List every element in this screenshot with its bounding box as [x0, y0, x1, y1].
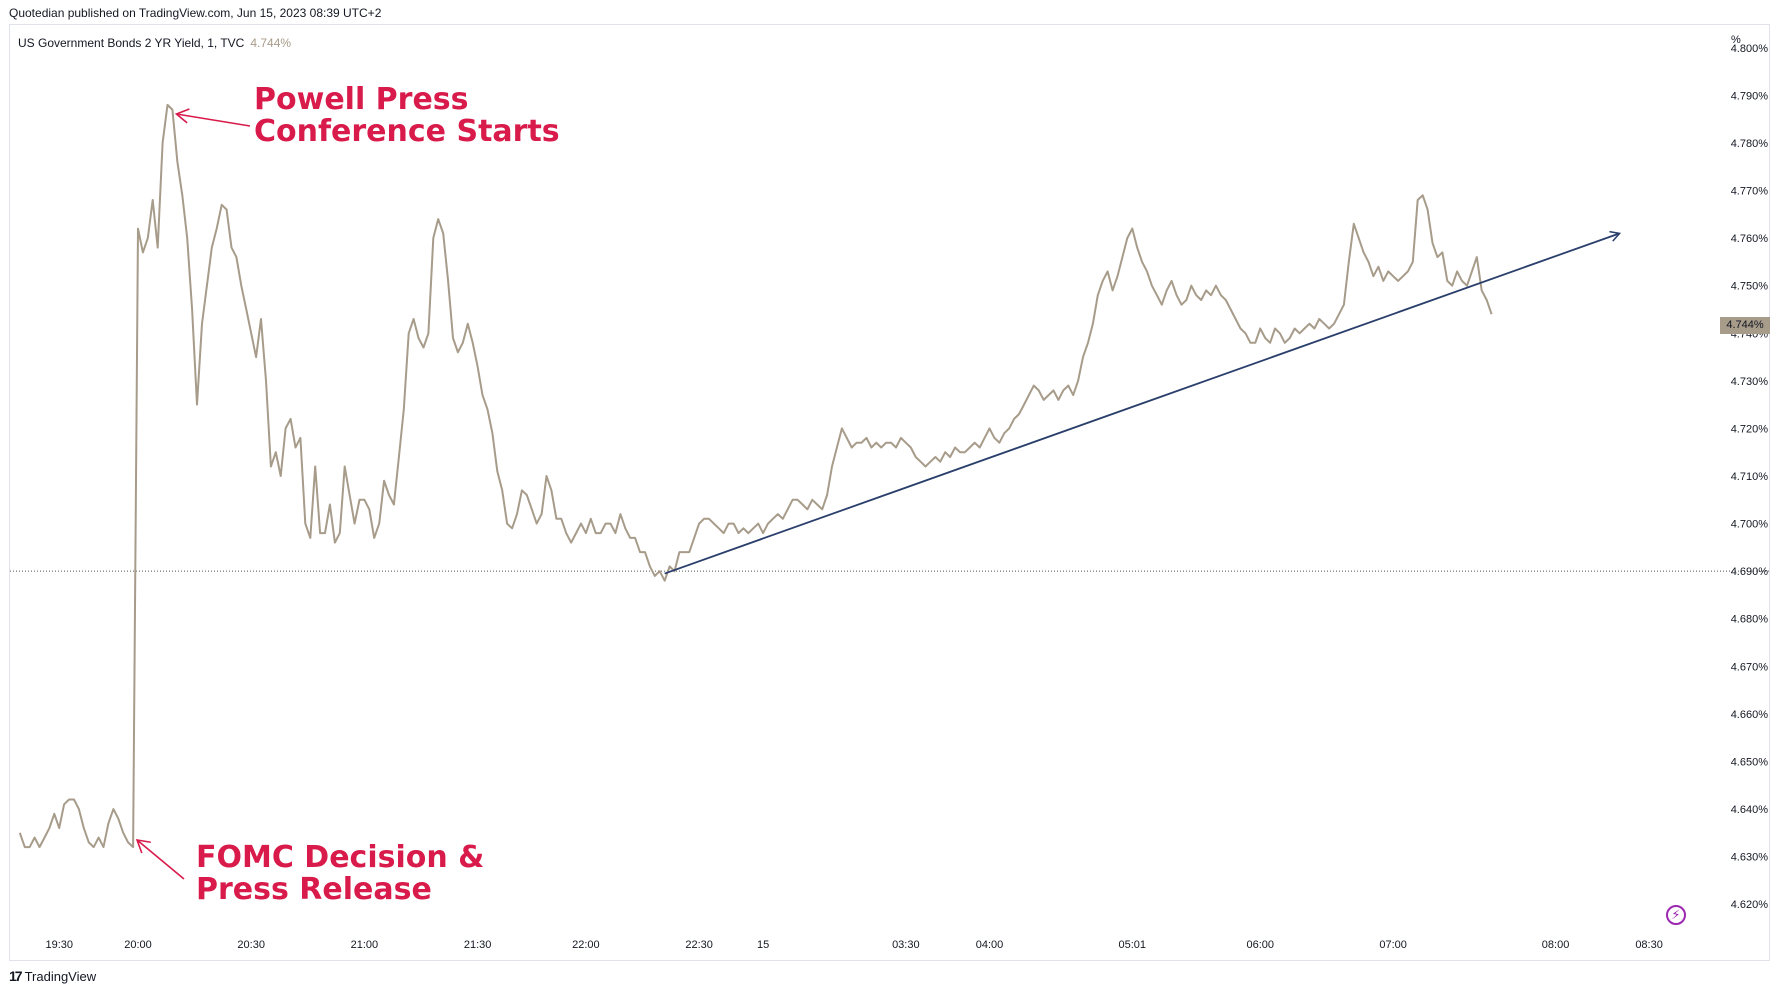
- chart-legend[interactable]: US Government Bonds 2 YR Yield, 1, TVC 4.…: [18, 36, 291, 50]
- annotation-arrow: [135, 838, 185, 880]
- y-tick-label: 4.690%: [1731, 566, 1769, 578]
- x-tick-label: 21:00: [351, 939, 379, 951]
- series-line-0: [18, 103, 1493, 849]
- y-tick-label: 4.750%: [1731, 281, 1769, 293]
- tradingview-logo-icon: 17: [9, 968, 23, 984]
- publish-line: Quotedian published on TradingView.com, …: [9, 6, 382, 20]
- annotation-text: Powell Press: [254, 82, 469, 117]
- y-tick-label: 4.650%: [1731, 756, 1769, 768]
- y-tick-label: 4.760%: [1731, 233, 1769, 245]
- x-tick-label: 07:00: [1379, 939, 1407, 951]
- y-tick-label: 4.710%: [1731, 471, 1769, 483]
- y-tick-label: 4.800%: [1731, 43, 1769, 55]
- y-axis-unit: %: [1731, 34, 1741, 46]
- annotation-text: Press Release: [196, 872, 432, 907]
- y-tick-label: 4.790%: [1731, 90, 1769, 102]
- x-tick-label: 22:00: [572, 939, 600, 951]
- x-tick-label: 15: [757, 939, 769, 951]
- lightning-icon[interactable]: ⚡: [1666, 905, 1686, 925]
- y-tick-label: 4.620%: [1731, 899, 1769, 911]
- symbol-label: US Government Bonds 2 YR Yield, 1, TVC: [18, 36, 245, 50]
- y-tick-label: 4.700%: [1731, 519, 1769, 531]
- y-tick-label: 4.720%: [1731, 423, 1769, 435]
- annotation-text: Conference Starts: [254, 114, 560, 149]
- x-tick-label: 08:30: [1635, 939, 1663, 951]
- tradingview-brand[interactable]: 17 TradingView: [9, 968, 96, 984]
- annotation-arrow: [174, 108, 251, 127]
- x-tick-label: 20:00: [124, 939, 152, 951]
- x-tick-label: 06:00: [1246, 939, 1274, 951]
- y-tick-label: 4.770%: [1731, 186, 1769, 198]
- x-tick-label: 08:00: [1542, 939, 1570, 951]
- y-tick-label: 4.680%: [1731, 614, 1769, 626]
- y-tick-label: 4.730%: [1731, 376, 1769, 388]
- chart-frame: [9, 24, 1770, 961]
- y-tick-label: 4.670%: [1731, 661, 1769, 673]
- x-tick-label: 21:30: [464, 939, 492, 951]
- trendline-arrow: [664, 230, 1622, 575]
- x-tick-label: 03:30: [892, 939, 920, 951]
- x-tick-label: 22:30: [685, 939, 713, 951]
- last-price-tag: 4.744%: [1720, 317, 1770, 334]
- last-value-label: 4.744%: [250, 36, 292, 50]
- y-tick-label: 4.630%: [1731, 852, 1769, 864]
- x-tick-label: 05:01: [1118, 939, 1146, 951]
- y-tick-label: 4.780%: [1731, 138, 1769, 150]
- y-tick-label: 4.660%: [1731, 709, 1769, 721]
- x-tick-label: 20:30: [237, 939, 265, 951]
- x-tick-label: 04:00: [976, 939, 1004, 951]
- y-tick-label: 4.640%: [1731, 804, 1769, 816]
- x-tick-label: 19:30: [45, 939, 73, 951]
- brand-name: TradingView: [24, 968, 97, 984]
- annotation-text: FOMC Decision &: [196, 840, 484, 875]
